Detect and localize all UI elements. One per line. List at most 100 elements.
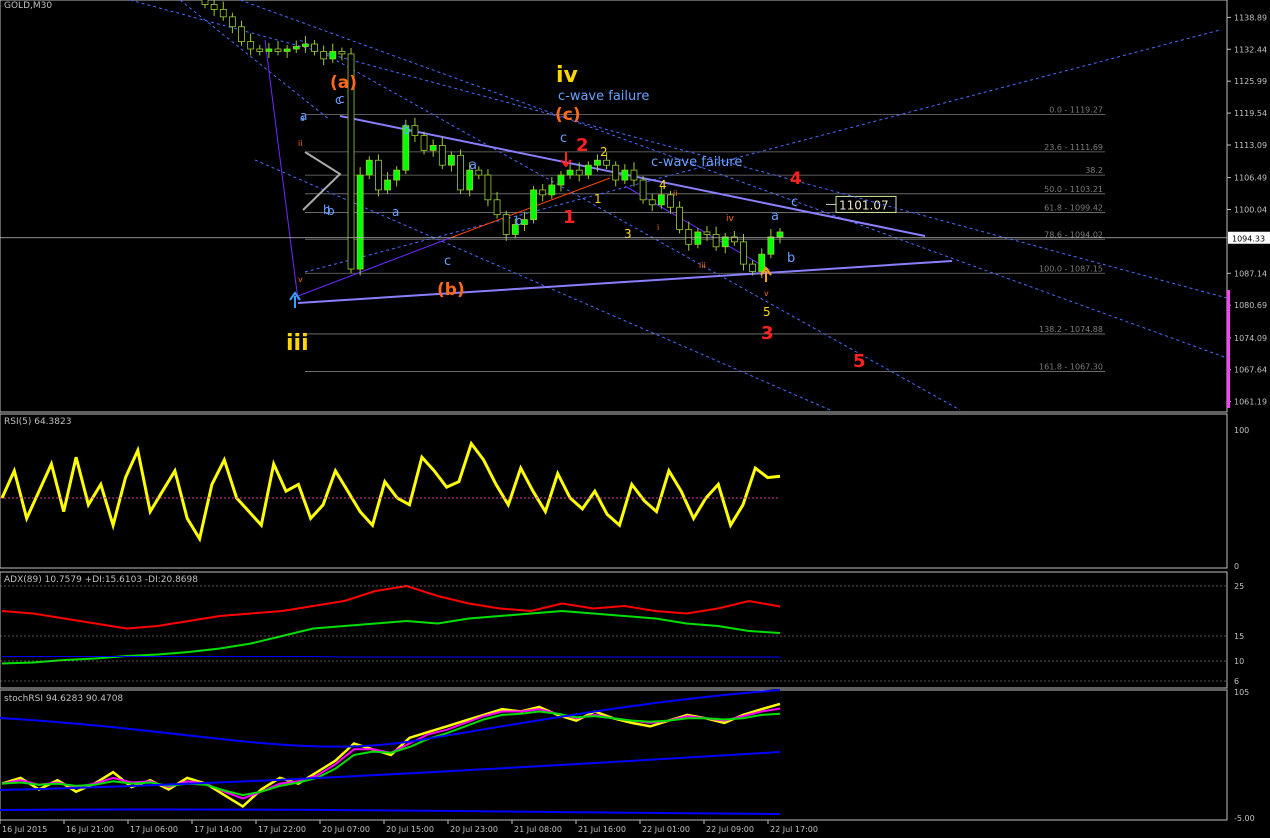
wave-label: b: [323, 203, 331, 217]
candle-body: [667, 194, 674, 208]
candle-body: [301, 43, 309, 47]
candle-body: [594, 159, 601, 166]
candle-body: [694, 231, 702, 245]
price-tick-label: 1132.44: [1234, 45, 1267, 54]
price-tick-label: 1138.89: [1234, 13, 1267, 22]
candle-body: [265, 48, 273, 52]
wave-label: 5: [853, 351, 866, 372]
purple-trendline: [297, 237, 451, 297]
current-price-box: [1228, 231, 1270, 244]
candle-body: [575, 169, 583, 176]
rsi-panel[interactable]: RSI(5) 64.3823 100 0: [0, 413, 1249, 571]
candle-body: [776, 231, 784, 238]
price-tick-label: 1067.64: [1234, 366, 1267, 375]
wave-label: 2: [576, 135, 589, 156]
adx-panel[interactable]: ADX(89) 10.7579 +DI:15.6103 -DI:20.8698 …: [0, 571, 1244, 689]
time-tick-label: 22 Jul 01:00: [642, 825, 690, 834]
candle-body: [539, 189, 547, 196]
time-tick-label: 16 Jul 2015: [2, 825, 47, 834]
time-tick-label: 20 Jul 15:00: [386, 825, 434, 834]
orange-trendline: [449, 177, 611, 239]
stoch-lower-band: [0, 808, 781, 815]
adx-plot: [1, 584, 781, 665]
candle-body: [521, 219, 528, 225]
candle-body: [466, 169, 474, 191]
fib-level-label: 50.0 - 1103.21: [1044, 185, 1103, 194]
candle-body: [210, 4, 218, 10]
candle-body: [566, 169, 574, 176]
candle-body: [584, 164, 592, 176]
candle-body: [730, 236, 738, 243]
price-axis: 1138.89 1132.44 1125.99 1119.54 1113.09 1106.…: [0, 13, 1270, 408]
time-axis: 16 Jul 2015 16 Jul 21:00 17 Jul 06:00 17 Ju…: [0, 820, 818, 834]
candle-body: [411, 125, 419, 136]
candle-body: [238, 26, 245, 42]
candle-body: [320, 51, 328, 60]
candle-body: [375, 159, 382, 191]
wave-label: b: [403, 123, 411, 137]
adx-panel-frame: [0, 571, 1228, 689]
price-tick-label: 1087.14: [1234, 269, 1267, 278]
rsi-panel-frame: [0, 413, 1228, 569]
wave-label: 3: [761, 323, 774, 344]
wave-label: v: [764, 289, 769, 298]
wave-label: 4: [790, 169, 802, 189]
price-panel[interactable]: GOLD,M30 0.0 - 1119.27 23.6 - 1111.69 38.2…: [0, 0, 1270, 413]
wave-label: c: [444, 254, 451, 269]
channel-line: [239, 0, 1228, 359]
stochrsi-panel[interactable]: stochRSI 94.6283 90.4708 105 -5.00: [0, 688, 1255, 823]
candle-body: [530, 189, 537, 221]
stochrsi-title: stochRSI 94.6283 90.4708: [4, 694, 123, 704]
wave-label: iii: [286, 331, 309, 356]
wave-label: a: [392, 205, 399, 219]
candle-body: [493, 199, 501, 216]
rsi-tick-label: 100: [1234, 426, 1249, 435]
wave-label: c-wave failure: [558, 89, 649, 104]
channel-line: [304, 29, 1221, 273]
wave-label: 1: [563, 207, 576, 228]
candle-body: [621, 169, 629, 181]
price-tick-label: 1074.09: [1234, 334, 1267, 343]
adx-tick-label: 6: [1234, 677, 1239, 686]
stochrsi-tick-label: -5.00: [1234, 814, 1255, 823]
wave-label: ii: [673, 189, 677, 198]
candle-body: [393, 169, 401, 181]
candle-body: [639, 179, 647, 201]
wave-label: c: [335, 93, 342, 107]
wave-label: b: [327, 204, 335, 218]
candle-body: [283, 48, 291, 52]
time-tick-label: 16 Jul 21:00: [66, 825, 114, 834]
candle-body: [502, 214, 510, 235]
triangle-pattern: [302, 151, 342, 211]
candle-body: [712, 234, 720, 248]
price-tick-label: 1061.19: [1234, 398, 1267, 407]
series-line-rsi-5-: [0, 440, 781, 543]
series-line--di: [1, 609, 781, 665]
time-tick-label: 17 Jul 06:00: [130, 825, 178, 834]
stoch-upper-band: [0, 689, 781, 748]
fib-level-label: 100.0 - 1087.15: [1039, 264, 1103, 273]
symbol-label: GOLD,M30: [4, 1, 52, 11]
fib-level-label: 23.6 - 1111.69: [1044, 143, 1103, 152]
stochrsi-panel-frame: [0, 689, 1228, 821]
current-price-label: 1094.33: [1232, 235, 1265, 244]
candlestick-series: [201, 0, 784, 278]
candle-body: [347, 53, 355, 270]
up-arrow-icon: [760, 266, 772, 282]
channel-lines: [129, 0, 1228, 411]
candle-body: [703, 231, 711, 235]
wave-label: a: [469, 158, 477, 173]
candle-body: [740, 241, 747, 265]
candle-body: [365, 159, 373, 176]
axis-range-marker: [1227, 290, 1230, 408]
adx-tick-label: 15: [1234, 632, 1244, 641]
candle-body: [484, 174, 492, 201]
price-tick-label: 1125.99: [1234, 77, 1267, 86]
candle-body: [201, 0, 209, 5]
time-tick-label: 20 Jul 07:00: [322, 825, 370, 834]
candle-body: [438, 145, 446, 166]
stoch-mid-band: [0, 751, 781, 791]
candle-body: [219, 9, 227, 18]
price-tick-label: 1100.04: [1234, 206, 1267, 215]
down-arrow-icon: [560, 152, 572, 168]
